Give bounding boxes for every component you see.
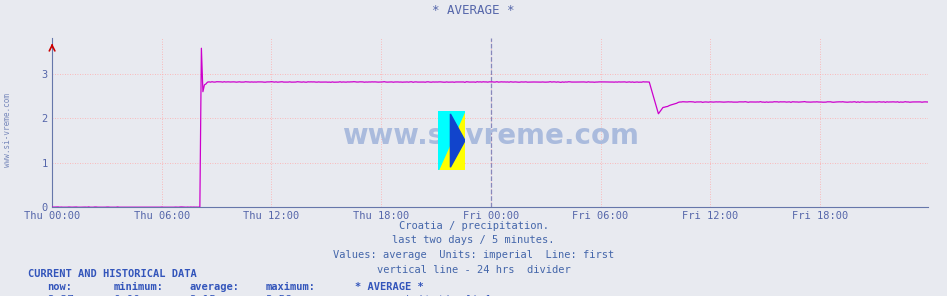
Text: minimum:: minimum: — [114, 282, 164, 292]
Polygon shape — [438, 111, 465, 170]
Text: * AVERAGE *: * AVERAGE * — [355, 282, 424, 292]
Text: www.si-vreme.com: www.si-vreme.com — [342, 122, 638, 150]
Text: 3.58: 3.58 — [265, 295, 293, 296]
Text: 0.00: 0.00 — [114, 295, 141, 296]
Polygon shape — [438, 111, 465, 170]
Text: Values: average  Units: imperial  Line: first: Values: average Units: imperial Line: fi… — [333, 250, 614, 260]
Text: last two days / 5 minutes.: last two days / 5 minutes. — [392, 235, 555, 245]
Text: ■: ■ — [355, 295, 368, 296]
Text: * AVERAGE *: * AVERAGE * — [432, 4, 515, 17]
Text: 2.37: 2.37 — [47, 295, 75, 296]
Text: CURRENT AND HISTORICAL DATA: CURRENT AND HISTORICAL DATA — [28, 269, 197, 279]
Text: www.si-vreme.com: www.si-vreme.com — [3, 93, 12, 167]
Text: precipitation[in]: precipitation[in] — [377, 295, 491, 296]
Text: maximum:: maximum: — [265, 282, 315, 292]
Text: vertical line - 24 hrs  divider: vertical line - 24 hrs divider — [377, 265, 570, 275]
Polygon shape — [451, 114, 465, 167]
Text: average:: average: — [189, 282, 240, 292]
Text: 2.15: 2.15 — [189, 295, 217, 296]
Text: Croatia / precipitation.: Croatia / precipitation. — [399, 221, 548, 231]
Text: now:: now: — [47, 282, 72, 292]
